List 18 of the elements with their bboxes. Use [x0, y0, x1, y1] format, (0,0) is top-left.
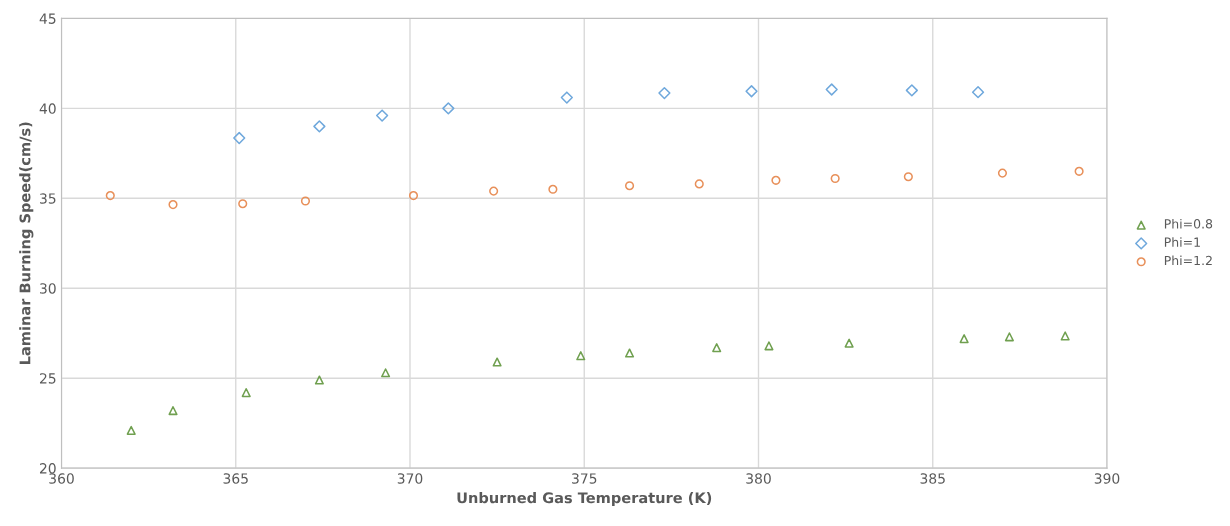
legend-label: Phi=0.8 [1164, 218, 1213, 229]
legend-label: Phi=1.2 [1164, 255, 1212, 266]
y-tick-label: 25 [39, 373, 56, 384]
x-axis-title: Unburned Gas Temperature (K) [457, 492, 712, 507]
y-axis-title: Laminar Burning Speed(cm/s) [19, 122, 34, 364]
x-tick-label: 390 [1094, 473, 1120, 484]
y-tick-label: 30 [40, 283, 56, 294]
y-tick-label: 20 [39, 463, 56, 474]
x-tick-label: 375 [572, 473, 597, 484]
y-tick-label: 35 [40, 193, 56, 204]
y-tick-label: 45 [39, 13, 56, 24]
x-tick-label: 370 [397, 473, 423, 484]
y-tick-label: 40 [39, 103, 56, 114]
x-tick-label: 385 [920, 473, 945, 484]
x-tick-label: 380 [746, 473, 771, 484]
x-tick-label: 360 [49, 473, 74, 484]
legend-label: Phi=1 [1164, 237, 1200, 247]
x-tick-label: 365 [223, 473, 248, 484]
